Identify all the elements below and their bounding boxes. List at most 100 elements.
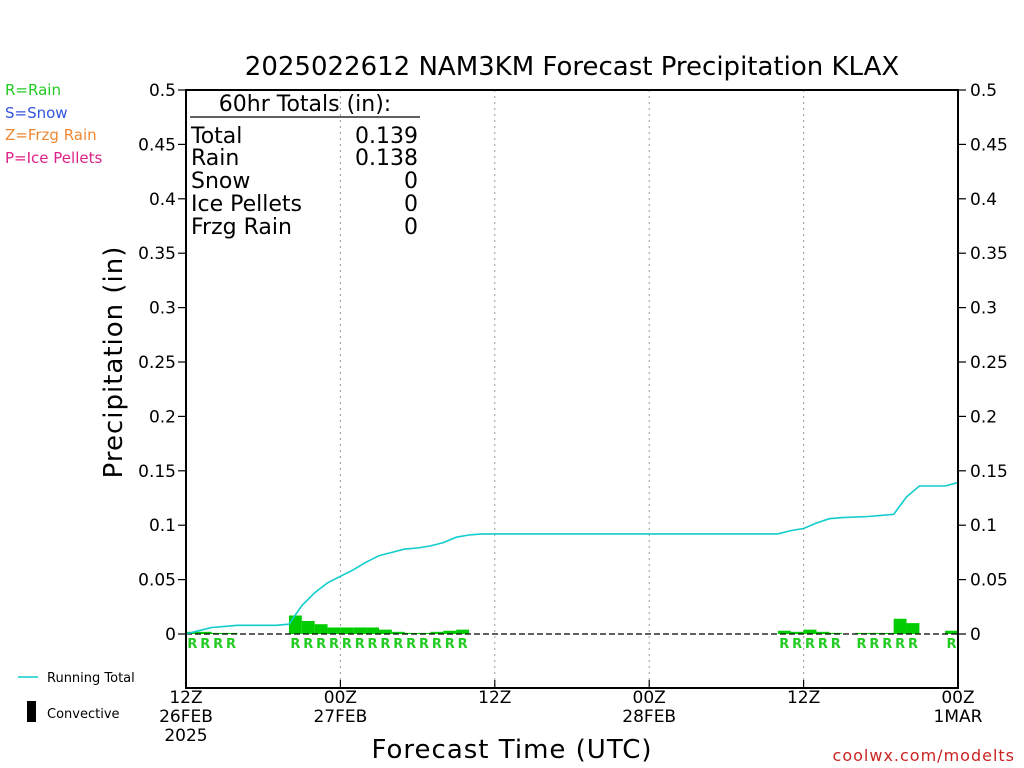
precip-bar [391,631,405,634]
x-tick-label: 00Z [324,688,357,708]
precip-bar [790,631,804,634]
x-tick-label: 00Z [941,688,974,708]
totals-value-ice-pellets: 0 [404,192,418,217]
ptype-label: R [226,637,236,652]
precip-bar [288,615,302,634]
precip-bar [906,623,920,634]
y-tick-label-right: 0.35 [970,244,1008,264]
ptype-label: R [329,637,339,652]
y-tick-label-right: 0.2 [970,407,997,427]
x-tick-label: 26FEB [159,707,213,727]
totals-label-snow: Snow [191,169,250,194]
convective-swatch [27,701,36,722]
x-tick-label: 2025 [164,726,207,746]
x-tick-label: 1MAR [934,707,983,727]
running-total-line [185,482,958,635]
legend-snow: S=Snow [5,104,68,122]
y-tick-label-right: 0.4 [970,190,997,210]
precip-bars [186,615,958,634]
precip-bar [456,629,470,634]
x-axis-label: Forecast Time (UTC) [371,735,652,765]
ptype-label: R [908,637,918,652]
ptype-label: R [895,637,905,652]
ptype-label: R [792,637,802,652]
plot-frame [185,89,959,689]
totals-box: 60hr Totals (in): Total 0.139 Rain 0.138… [190,92,420,240]
ptype-label: R [869,637,879,652]
precip-bar [366,627,379,634]
x-tick-label: 27FEB [313,707,367,727]
precip-bar [301,620,315,634]
legend-running-total: Running Total [47,671,135,686]
ptype-label: R [303,637,313,652]
ptype-label: R [290,637,300,652]
y-tick-label-right: 0.45 [970,135,1008,155]
y-tick-label-left: 0.3 [149,299,176,319]
ptype-label: R [406,637,416,652]
y-tick-label-left: 0.05 [138,571,176,591]
chart-title: 2025022612 NAM3KM Forecast Precipitation… [245,52,899,82]
y-tick-label-left: 0.4 [149,190,176,210]
y-tick-label-right: 0 [970,625,981,645]
precip-bar [443,630,457,634]
ptype-label: R [419,637,429,652]
totals-label-ice-pellets: Ice Pellets [191,192,302,217]
ptype-label: R [200,637,210,652]
ptype-label: R [458,637,468,652]
precip-bar [945,630,958,634]
series-legend: Running Total Convective [18,671,135,722]
y-tick-label-right: 0.25 [970,353,1008,373]
y-tick-label-right: 0.3 [970,299,997,319]
totals-value-frzg-rain: 0 [404,215,418,240]
x-tick-label: 12Z [787,688,820,708]
y-tick-label-left: 0.5 [149,81,176,101]
precip-bar [880,632,894,634]
legend-convective: Convective [47,707,120,722]
y-tick-label-right: 0.05 [970,571,1008,591]
precip-bar [327,627,341,634]
legend-rain: R=Rain [5,81,61,99]
y-tick-label-left: 0.15 [138,462,176,482]
ptype-label: R [393,637,403,652]
y-tick-label-left: 0.35 [138,244,176,264]
precip-bar [340,627,354,634]
y-tick-label-left: 0.25 [138,353,176,373]
ptype-label: R [316,637,326,652]
precip-bar [816,631,830,634]
ptype-label: R [355,637,365,652]
totals-label-total: Total [190,124,242,149]
y-tick-label-left: 0 [165,625,176,645]
legend-ice-pellets: P=Ice Pellets [5,149,102,167]
precip-bar [777,630,791,634]
y-tick-label-left: 0.1 [149,516,176,536]
ptype-label: R [213,637,223,652]
ptype-label: R [445,637,455,652]
y-tick-label-left: 0.2 [149,407,176,427]
y-tick-label-right: 0.5 [970,81,997,101]
precip-bar [803,629,817,634]
grid-lines [339,90,805,688]
x-tick-label: 12Z [169,688,202,708]
precip-bar [353,627,367,634]
ptype-label: R [432,637,442,652]
totals-value-total: 0.139 [355,124,418,149]
legend-frzg-rain: Z=Frzg Rain [5,126,97,144]
ptype-label: R [779,637,789,652]
precip-bar [893,618,907,634]
x-tick-label: 12Z [478,688,511,708]
precip-bar [379,629,392,634]
totals-value-rain: 0.138 [355,146,418,171]
ptype-label: R [368,637,378,652]
y-tick-label-right: 0.15 [970,462,1008,482]
ptype-legend: R=Rain S=Snow Z=Frzg Rain P=Ice Pellets [5,81,102,167]
y-axis-label: Precipitation (in) [99,246,129,479]
ptype-label: R [187,637,197,652]
totals-label-rain: Rain [191,146,239,171]
totals-heading: 60hr Totals (in): [219,92,391,117]
totals-value-snow: 0 [404,169,418,194]
x-tick-label: 00Z [633,688,666,708]
ptype-label: R [947,637,957,652]
